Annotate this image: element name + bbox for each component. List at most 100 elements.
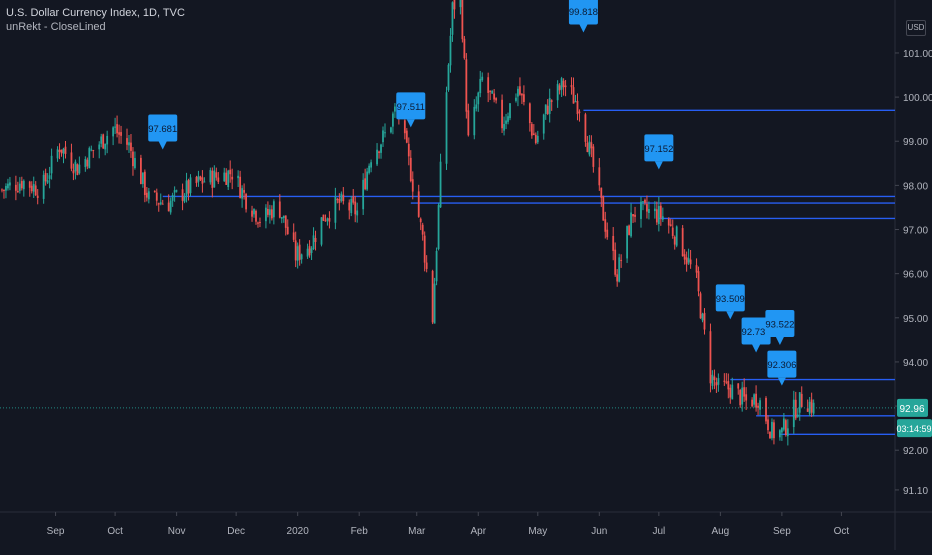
candle-body — [451, 2, 454, 35]
candle-body — [143, 171, 146, 196]
candle-body — [195, 177, 198, 184]
callout-label: 97.681 — [148, 124, 177, 135]
candle-body — [70, 152, 73, 169]
candle-body — [546, 105, 549, 114]
y-tick-label: 92.00 — [903, 446, 928, 457]
callout-pointer — [777, 377, 786, 386]
callout-label: 92.306 — [767, 360, 796, 371]
candle-body — [600, 187, 603, 198]
candle-body — [445, 92, 448, 164]
x-tick-label: Jul — [652, 526, 665, 537]
candle-body — [729, 387, 732, 398]
candle-body — [272, 201, 275, 218]
candle-body — [505, 120, 507, 124]
symbol-title[interactable]: U.S. Dollar Currency Index, 1D, TVC — [6, 7, 185, 19]
candle-body — [265, 207, 267, 222]
currency-badge[interactable]: USD — [906, 20, 926, 36]
y-tick-label: 100.00 — [903, 93, 932, 104]
candle-body — [84, 159, 87, 168]
x-tick-label: Sep — [47, 526, 65, 537]
candle-body — [439, 161, 442, 208]
candle-body — [572, 87, 575, 104]
candle-body — [779, 430, 781, 438]
candle-body — [241, 188, 244, 199]
candle-body — [507, 116, 509, 122]
candle-body — [28, 181, 31, 188]
callout-label: 92.738 — [742, 327, 771, 338]
candle-body — [421, 224, 424, 235]
candle-body — [562, 80, 565, 88]
candle-body — [479, 78, 482, 94]
candle-body — [405, 130, 408, 143]
candle-body — [616, 274, 619, 282]
candle-body — [62, 148, 65, 154]
candle-body — [328, 218, 331, 222]
candle-body — [463, 38, 466, 59]
candle-body — [606, 229, 609, 238]
callout-box — [148, 114, 178, 142]
candle-body — [139, 157, 142, 185]
candle-body — [509, 103, 511, 119]
candle-body — [556, 83, 559, 101]
candle-body — [419, 218, 422, 223]
candle-body — [209, 170, 212, 183]
candle-body — [390, 127, 392, 133]
candle-body — [72, 170, 75, 174]
last-price-label: 92.96 — [899, 404, 924, 415]
candle-body — [423, 235, 426, 263]
candle-body — [646, 204, 648, 212]
candle-body — [3, 189, 5, 191]
callout-box — [396, 92, 426, 120]
candle-body — [294, 240, 297, 261]
candle-body — [769, 431, 771, 439]
candle-body — [784, 420, 787, 435]
candle-body — [467, 110, 470, 136]
candle-body — [648, 209, 650, 213]
candle-body — [431, 270, 434, 323]
candle-body — [409, 157, 412, 182]
candle-body — [368, 165, 371, 173]
x-tick-label: Oct — [107, 526, 123, 537]
candle-body — [731, 384, 734, 400]
candle-body — [118, 132, 120, 135]
y-tick-label: 98.00 — [903, 181, 928, 192]
y-tick-label: 94.00 — [903, 358, 928, 369]
candle-body — [16, 191, 19, 193]
candle-body — [90, 149, 93, 151]
candle-body — [417, 191, 420, 217]
candle-body — [792, 399, 795, 428]
callout-box — [741, 317, 771, 345]
candle-body — [519, 86, 521, 95]
indicator-title[interactable]: unRekt - CloseLined — [6, 21, 106, 33]
candle-body — [798, 392, 801, 413]
candle-body — [697, 271, 700, 292]
candle-body — [403, 120, 406, 134]
candle-body — [751, 399, 754, 407]
candle-body — [284, 215, 287, 228]
candle-body — [308, 246, 311, 256]
candle-body — [203, 181, 206, 183]
candle-body — [550, 100, 553, 102]
candle-body — [745, 394, 748, 401]
candle-body — [298, 244, 301, 260]
candle-body — [217, 177, 220, 182]
callout-pointer — [158, 141, 167, 150]
candle-body — [794, 399, 797, 419]
candle-body — [34, 185, 37, 196]
candle-body — [667, 218, 670, 226]
candle-body — [98, 144, 101, 150]
candle-body — [642, 201, 644, 203]
candle-body — [425, 262, 428, 269]
callout-label: 93.522 — [765, 320, 794, 331]
candle-body — [765, 398, 767, 422]
candle-body — [56, 149, 59, 159]
candle-body — [773, 422, 775, 439]
candle-body — [231, 176, 234, 180]
candle-body — [338, 198, 341, 203]
candle-body — [268, 209, 271, 216]
candle-body — [257, 222, 259, 224]
candle-body — [544, 104, 547, 115]
candle-body — [169, 200, 172, 213]
